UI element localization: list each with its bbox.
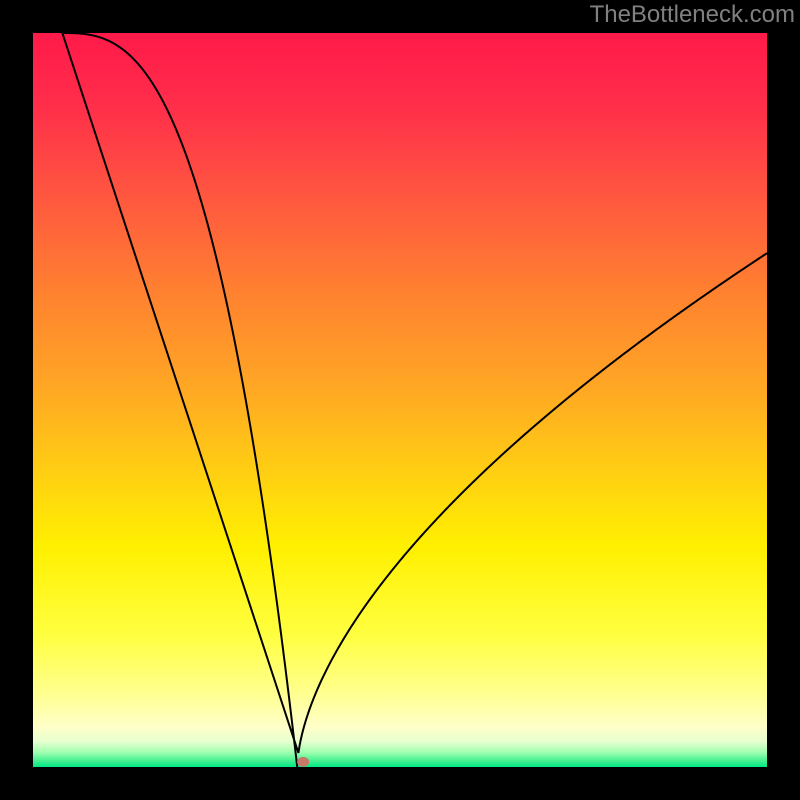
bottleneck-chart: TheBottleneck.com (0, 0, 800, 800)
watermark-text: TheBottleneck.com (590, 1, 795, 28)
chart-plot-area (33, 33, 767, 767)
optimal-point-marker (297, 757, 309, 767)
